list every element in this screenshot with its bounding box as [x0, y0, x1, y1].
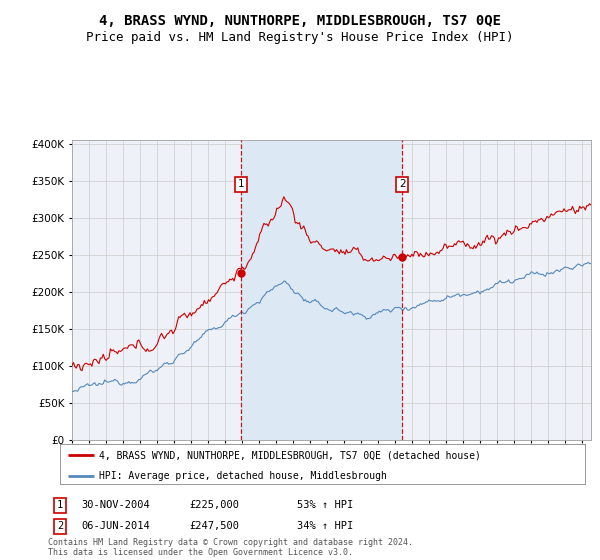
Text: 1: 1: [238, 179, 244, 189]
Text: 30-NOV-2004: 30-NOV-2004: [81, 500, 150, 510]
Text: HPI: Average price, detached house, Middlesbrough: HPI: Average price, detached house, Midd…: [100, 470, 387, 480]
Text: Price paid vs. HM Land Registry's House Price Index (HPI): Price paid vs. HM Land Registry's House …: [86, 31, 514, 44]
Text: 4, BRASS WYND, NUNTHORPE, MIDDLESBROUGH, TS7 0QE: 4, BRASS WYND, NUNTHORPE, MIDDLESBROUGH,…: [99, 14, 501, 28]
Bar: [241, 140, 403, 440]
Text: 2: 2: [57, 521, 63, 531]
Text: 34% ↑ HPI: 34% ↑ HPI: [297, 521, 353, 531]
Text: 2: 2: [399, 179, 406, 189]
Text: 53% ↑ HPI: 53% ↑ HPI: [297, 500, 353, 510]
Text: Contains HM Land Registry data © Crown copyright and database right 2024.
This d: Contains HM Land Registry data © Crown c…: [48, 538, 413, 557]
Text: 06-JUN-2014: 06-JUN-2014: [81, 521, 150, 531]
Text: 1: 1: [57, 500, 63, 510]
Text: 4, BRASS WYND, NUNTHORPE, MIDDLESBROUGH, TS7 0QE (detached house): 4, BRASS WYND, NUNTHORPE, MIDDLESBROUGH,…: [100, 450, 481, 460]
Text: £247,500: £247,500: [189, 521, 239, 531]
Text: £225,000: £225,000: [189, 500, 239, 510]
